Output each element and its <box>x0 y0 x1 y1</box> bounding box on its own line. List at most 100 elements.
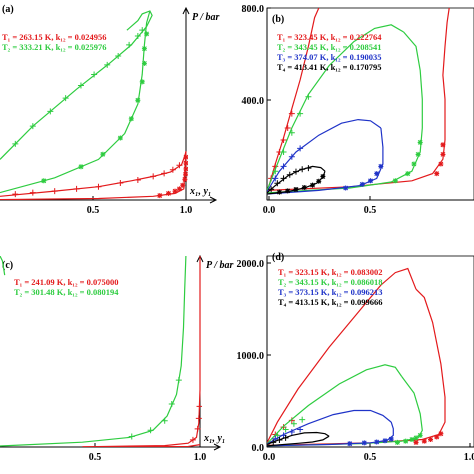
legend-entry-green: T₂ = 301.48 K, k₁₂ = 0.080194 <box>14 287 119 297</box>
bubble-marker <box>126 41 133 48</box>
bubble-marker <box>297 110 304 117</box>
dew-marker <box>141 60 147 66</box>
dew-marker <box>368 178 373 184</box>
dew-curve-green <box>267 31 423 194</box>
bubble-marker <box>282 426 289 433</box>
bubble-curve-blue <box>267 118 382 192</box>
legend-entry-red: T₁ = 323.15 K, k₁₂ = 0.083002 <box>278 267 382 277</box>
dew-curve-green <box>0 256 6 276</box>
panel-label: (d) <box>272 252 284 263</box>
dew-marker <box>320 173 326 179</box>
bubble-marker <box>95 183 102 190</box>
bubble-marker <box>270 439 277 446</box>
bubble-marker <box>297 426 304 433</box>
bubble-marker <box>161 417 168 424</box>
bubble-marker <box>150 173 157 180</box>
dew-marker <box>41 178 47 184</box>
bubble-marker <box>12 191 19 198</box>
series-group <box>0 10 188 200</box>
dew-marker <box>359 181 365 187</box>
dew-marker <box>157 193 163 199</box>
dew-marker <box>183 171 188 177</box>
bubble-marker <box>280 163 287 170</box>
bubble-marker <box>169 166 176 173</box>
y-tick-label: 400.0 <box>242 96 265 107</box>
dew-marker <box>405 171 411 177</box>
bubble-curve-red <box>0 151 187 197</box>
bubble-marker <box>77 82 84 89</box>
dew-marker <box>180 182 186 188</box>
dew-marker <box>440 151 446 157</box>
dew-marker <box>434 434 440 440</box>
dew-marker <box>378 163 384 169</box>
dew-marker <box>403 438 409 444</box>
chart-panel-0: 0.5 1.0 P / bar x₁, y₁ (a) T₁ = 263.15 K, k₁₂… <box>0 4 220 216</box>
bubble-marker <box>272 175 279 182</box>
dew-marker <box>394 439 400 445</box>
bubble-marker <box>305 165 312 172</box>
y-axis-title: P / bar <box>206 260 234 271</box>
dew-marker <box>361 440 367 446</box>
bubble-marker <box>176 162 183 169</box>
bubble-marker <box>62 95 69 102</box>
dew-marker <box>392 178 398 184</box>
panel-label: (a) <box>2 4 14 15</box>
bubble-marker <box>51 188 58 195</box>
bubble-marker <box>134 177 141 184</box>
dew-marker <box>78 164 84 170</box>
dew-marker <box>183 166 188 172</box>
bubble-marker <box>196 403 202 410</box>
chart-panel-2: 0.5 1.0 P / bar x₁, y₁ (c)T₁ = 241.09 K, k₁₂… <box>0 254 234 463</box>
bubble-curve-red <box>267 267 417 444</box>
bubble-marker <box>297 145 304 152</box>
x-tick-label: 0.0 <box>263 205 276 216</box>
bubble-marker <box>175 377 182 384</box>
bubble-marker <box>299 166 306 173</box>
bubble-marker <box>12 140 19 147</box>
dew-curve-blue <box>267 127 384 195</box>
bubble-marker <box>280 149 287 155</box>
bubble-marker <box>276 436 283 443</box>
x-tick-label: 1.0 <box>464 452 474 463</box>
dew-marker <box>417 139 423 145</box>
bubble-marker <box>286 171 293 178</box>
y-arrowhead <box>182 6 190 15</box>
bubble-marker <box>104 61 111 68</box>
dew-marker <box>182 176 188 182</box>
x-arrowhead <box>213 443 222 451</box>
dew-marker <box>388 436 394 442</box>
y-axis-title: P / bar <box>192 12 220 23</box>
legend-entry-red: T₁ = 323.45 K, k₁₂ = 0.222764 <box>277 32 382 42</box>
bubble-marker <box>134 33 141 40</box>
dew-marker <box>440 142 446 148</box>
bubble-marker <box>29 123 36 130</box>
bubble-marker <box>272 168 279 175</box>
bubble-marker <box>189 436 196 443</box>
bubble-curve-black <box>267 165 326 194</box>
dew-marker <box>438 161 444 167</box>
x-tick-label: 1.0 <box>194 452 207 463</box>
legend-entry-black: T₄ = 413.41 K, k₁₂ = 0.170795 <box>277 62 381 72</box>
bubble-marker <box>73 185 80 192</box>
chart-panel-1: 0.0 0.5 800.0 400.0 (b) T₁ = 323.45 K, k₁₂ = … <box>242 4 474 216</box>
bubble-marker <box>91 71 98 78</box>
dew-curve-black <box>267 435 330 447</box>
bubble-marker <box>117 180 124 187</box>
x-tick-label: 0.5 <box>87 205 100 216</box>
series-group <box>267 8 450 195</box>
dew-marker <box>438 431 444 437</box>
bubble-marker <box>115 53 122 59</box>
y-tick-label: 1000.0 <box>237 351 265 362</box>
dew-marker <box>382 438 388 444</box>
dew-marker <box>413 439 419 445</box>
chart-panel-3: 0.0 0.5 1.0 2000.0 1000.0 0.0 (d) T₁ = 323.15 K… <box>237 252 474 463</box>
dew-curve-red <box>267 8 450 191</box>
bubble-marker <box>195 415 202 422</box>
bubble-marker <box>29 189 36 196</box>
y-tick-label: 2000.0 <box>237 259 265 270</box>
dew-marker <box>417 432 423 438</box>
dew-marker <box>285 188 291 194</box>
x-axis-title: x₁, y₁ <box>203 433 225 444</box>
dew-marker <box>374 171 380 177</box>
